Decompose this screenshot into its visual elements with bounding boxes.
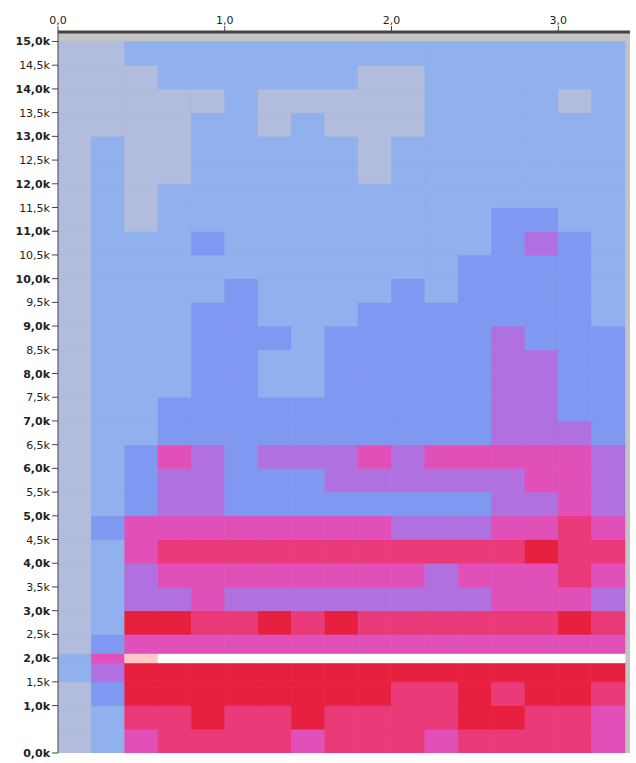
svg-text:8,5k: 8,5k: [26, 344, 50, 357]
svg-text:6,0k: 6,0k: [23, 462, 50, 475]
svg-text:12,5k: 12,5k: [19, 154, 50, 167]
svg-text:12,0k: 12,0k: [16, 178, 51, 191]
svg-text:6,5k: 6,5k: [26, 439, 50, 452]
svg-text:4,5k: 4,5k: [26, 534, 50, 547]
svg-text:10,0k: 10,0k: [16, 273, 51, 286]
svg-text:7,0k: 7,0k: [23, 415, 50, 428]
svg-text:1,0: 1,0: [216, 14, 234, 27]
svg-text:1,5k: 1,5k: [26, 676, 50, 689]
svg-text:14,5k: 14,5k: [19, 59, 50, 72]
svg-text:14,0k: 14,0k: [16, 83, 51, 96]
svg-text:9,5k: 9,5k: [26, 296, 50, 309]
svg-text:4,0k: 4,0k: [23, 557, 50, 570]
svg-text:2,0: 2,0: [383, 14, 401, 27]
svg-text:3,0: 3,0: [550, 14, 568, 27]
svg-text:8,0k: 8,0k: [23, 368, 50, 381]
svg-text:9,0k: 9,0k: [23, 320, 50, 333]
svg-text:0,0k: 0,0k: [23, 747, 50, 760]
svg-text:13,0k: 13,0k: [16, 130, 51, 143]
svg-text:1,0k: 1,0k: [23, 700, 50, 713]
svg-text:3,5k: 3,5k: [26, 581, 50, 594]
svg-text:13,5k: 13,5k: [19, 107, 50, 120]
svg-text:7,5k: 7,5k: [26, 391, 50, 404]
svg-text:15,0k: 15,0k: [16, 35, 51, 48]
svg-text:11,0k: 11,0k: [16, 225, 51, 238]
svg-text:2,0k: 2,0k: [23, 652, 50, 665]
svg-text:5,0k: 5,0k: [23, 510, 50, 523]
svg-text:10,5k: 10,5k: [19, 249, 50, 262]
svg-text:0,0: 0,0: [49, 14, 67, 27]
svg-text:2,5k: 2,5k: [26, 628, 50, 641]
svg-text:5,5k: 5,5k: [26, 486, 50, 499]
svg-text:3,0k: 3,0k: [23, 605, 50, 618]
svg-text:11,5k: 11,5k: [19, 202, 50, 215]
